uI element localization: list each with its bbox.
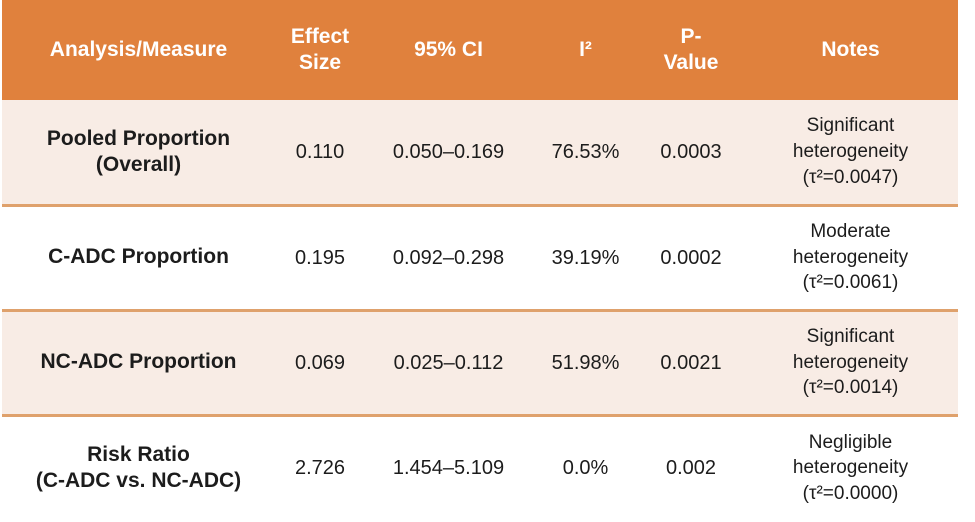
cell-notes: Negligible heterogeneity (τ²=0.0000) (743, 413, 958, 520)
header-row: Analysis/Measure Effect Size 95% CI I² P… (2, 0, 958, 100)
column-header-i-squared: I² (532, 0, 639, 100)
cell-notes: Significant heterogeneity (τ²=0.0014) (743, 308, 958, 415)
table-header: Analysis/Measure Effect Size 95% CI I² P… (2, 0, 958, 100)
cell-effect-size: 0.110 (275, 100, 365, 205)
cell-measure: NC-ADC Proportion (2, 308, 275, 415)
cell-p-value: 0.0021 (639, 308, 743, 415)
table-row-risk-ratio: Risk Ratio (C-ADC vs. NC-ADC) 2.726 1.45… (2, 413, 958, 520)
cell-effect-size: 0.195 (275, 203, 365, 310)
cell-ci: 0.050–0.169 (365, 100, 532, 205)
cell-i-squared: 51.98% (532, 308, 639, 415)
column-header-notes: Notes (743, 0, 958, 100)
cell-effect-size: 0.069 (275, 308, 365, 415)
cell-measure: Risk Ratio (C-ADC vs. NC-ADC) (2, 413, 275, 520)
cell-measure: Pooled Proportion (Overall) (2, 100, 275, 205)
column-header-p-value: P- Value (639, 0, 743, 100)
meta-analysis-results-table: Analysis/Measure Effect Size 95% CI I² P… (2, 0, 958, 520)
cell-p-value: 0.0002 (639, 203, 743, 310)
cell-p-value: 0.002 (639, 413, 743, 520)
table-body: Pooled Proportion (Overall) 0.110 0.050–… (2, 100, 958, 520)
table-row-nc-adc-proportion: NC-ADC Proportion 0.069 0.025–0.112 51.9… (2, 308, 958, 415)
cell-measure: C-ADC Proportion (2, 203, 275, 310)
cell-notes: Significant heterogeneity (τ²=0.0047) (743, 100, 958, 205)
cell-effect-size: 2.726 (275, 413, 365, 520)
cell-ci: 0.025–0.112 (365, 308, 532, 415)
cell-i-squared: 0.0% (532, 413, 639, 520)
table-row-c-adc-proportion: C-ADC Proportion 0.195 0.092–0.298 39.19… (2, 203, 958, 310)
column-header-effect-size: Effect Size (275, 0, 365, 100)
table-row-pooled-proportion: Pooled Proportion (Overall) 0.110 0.050–… (2, 100, 958, 205)
column-header-analysis-measure: Analysis/Measure (2, 0, 275, 100)
cell-i-squared: 39.19% (532, 203, 639, 310)
column-header-95-ci: 95% CI (365, 0, 532, 100)
cell-p-value: 0.0003 (639, 100, 743, 205)
cell-ci: 1.454–5.109 (365, 413, 532, 520)
cell-notes: Moderate heterogeneity (τ²=0.0061) (743, 203, 958, 310)
cell-ci: 0.092–0.298 (365, 203, 532, 310)
cell-i-squared: 76.53% (532, 100, 639, 205)
